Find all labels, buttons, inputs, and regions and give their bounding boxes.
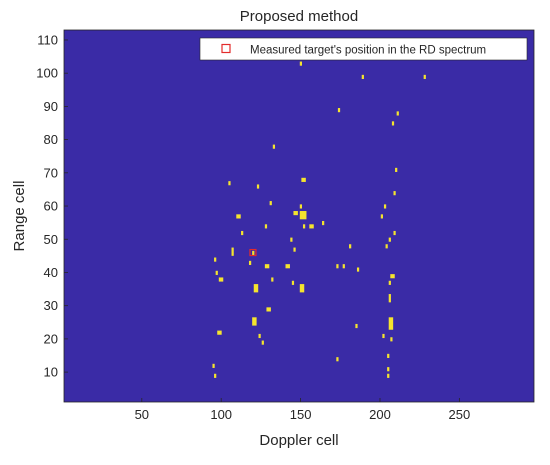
legend-marker-icon xyxy=(221,43,231,54)
detection-cell xyxy=(241,230,244,236)
detection-cell xyxy=(253,284,259,293)
y-tick-label: 30 xyxy=(44,298,58,313)
detection-cell xyxy=(214,257,217,262)
plot-frame xyxy=(63,29,535,403)
detection-cell xyxy=(356,267,360,272)
y-axis-label: Range cell xyxy=(11,181,28,252)
x-axis-ticks: 50 100 150 200 250 xyxy=(135,398,471,422)
target-position-marker xyxy=(249,248,257,257)
detection-cell xyxy=(256,184,260,189)
detection-cell xyxy=(423,74,426,79)
detections-layer xyxy=(212,61,426,378)
detection-cell xyxy=(361,74,364,79)
detection-cell xyxy=(299,61,303,66)
detection-cell xyxy=(388,294,391,303)
detection-cell xyxy=(264,264,270,269)
detection-cell xyxy=(214,373,217,378)
detection-cell xyxy=(337,108,341,113)
y-tick-label: 60 xyxy=(44,199,58,214)
detection-cell xyxy=(385,244,388,249)
detection-cell xyxy=(231,247,234,256)
detection-cell xyxy=(293,211,298,216)
detection-cell xyxy=(301,177,306,182)
detection-cell xyxy=(336,264,339,269)
detection-cell xyxy=(387,373,390,378)
detection-cell xyxy=(309,224,314,229)
detection-cell xyxy=(218,277,224,282)
detection-cell xyxy=(266,307,271,312)
detection-cell xyxy=(388,317,394,330)
y-tick-label: 100 xyxy=(36,66,58,81)
y-tick-label: 80 xyxy=(44,132,58,147)
detection-cell xyxy=(217,330,222,335)
x-axis-label: Doppler cell xyxy=(259,432,338,449)
y-tick-label: 110 xyxy=(37,32,58,47)
detection-cell xyxy=(391,121,395,126)
legend: Measured target's position in the RD spe… xyxy=(199,37,528,61)
y-tick-label: 70 xyxy=(44,165,58,180)
legend-label: Measured target's position in the RD spe… xyxy=(250,45,486,57)
detection-cell xyxy=(248,260,252,265)
detection-cell xyxy=(390,337,393,342)
detection-cell xyxy=(388,280,391,285)
detection-cell xyxy=(342,264,345,269)
x-tick-label: 150 xyxy=(290,407,312,422)
y-axis-ticks: 10 20 30 40 50 60 70 80 90 100 110 xyxy=(36,32,68,380)
detection-cell xyxy=(291,280,295,285)
x-tick-label: 250 xyxy=(449,407,471,422)
detection-cell xyxy=(271,277,274,282)
detection-cell xyxy=(261,340,264,345)
detection-cell xyxy=(388,237,391,242)
y-tick-label: 90 xyxy=(44,99,58,114)
detection-cell xyxy=(382,333,385,339)
detection-cell xyxy=(387,367,390,372)
detection-cell xyxy=(395,167,398,172)
detection-cell xyxy=(264,224,268,229)
plot-area xyxy=(64,30,534,402)
detection-cell xyxy=(252,317,257,326)
detection-cell xyxy=(215,270,218,275)
detection-cell xyxy=(285,264,290,269)
detection-cell xyxy=(290,237,293,242)
detection-cell xyxy=(299,211,307,220)
y-tick-label: 40 xyxy=(44,265,58,280)
detection-cell xyxy=(390,274,395,279)
chart-title: Proposed method xyxy=(240,8,358,25)
detection-cell xyxy=(293,247,296,252)
detection-cell xyxy=(387,353,390,358)
detection-cell xyxy=(252,250,255,256)
detection-cell xyxy=(396,111,399,116)
legend-box xyxy=(199,37,528,61)
detection-cell xyxy=(355,323,358,329)
detection-cell xyxy=(236,214,241,219)
detection-cell xyxy=(336,357,339,362)
y-tick-label: 20 xyxy=(44,331,58,346)
detection-cell xyxy=(228,181,231,186)
detection-cell xyxy=(380,214,383,219)
detection-cell xyxy=(393,230,396,236)
detection-cell xyxy=(269,201,272,206)
detection-cell xyxy=(212,363,215,368)
detection-cell xyxy=(349,244,352,249)
x-tick-label: 50 xyxy=(135,407,149,422)
detection-cell xyxy=(322,220,325,226)
detection-cell xyxy=(299,204,303,209)
detection-cell xyxy=(258,333,261,339)
detection-cell xyxy=(272,144,276,149)
y-tick-label: 10 xyxy=(44,365,58,380)
x-tick-label: 100 xyxy=(210,407,232,422)
y-tick-label: 50 xyxy=(44,232,58,247)
x-tick-label: 200 xyxy=(369,407,391,422)
detection-cell xyxy=(299,284,305,293)
detection-cell xyxy=(383,204,387,209)
detection-cell xyxy=(302,224,306,229)
detection-cell xyxy=(393,191,396,196)
